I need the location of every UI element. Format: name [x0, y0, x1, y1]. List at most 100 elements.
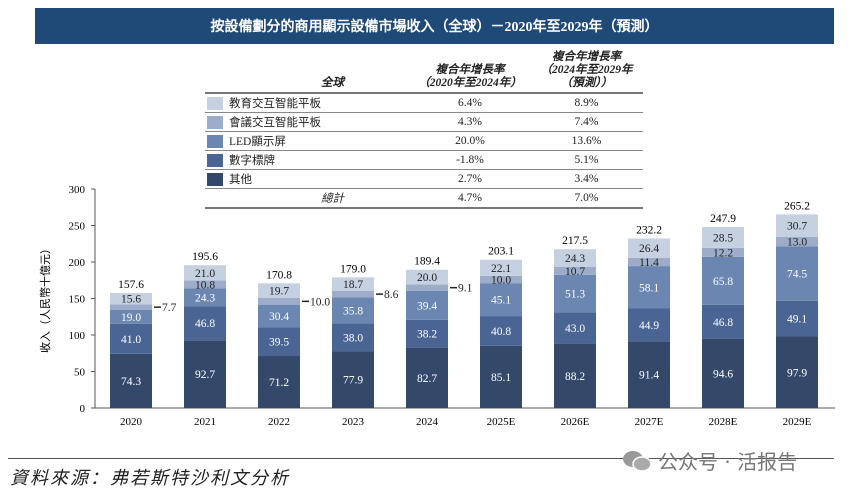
segment-label: 74.5 — [787, 268, 807, 280]
total-label: 157.6 — [118, 279, 144, 291]
segment-label: 41.0 — [121, 334, 141, 346]
legend-swatch — [207, 115, 223, 129]
total-cagr-1: 4.7% — [458, 192, 482, 204]
legend-label: LED顯示屏 — [229, 136, 286, 148]
segment-label: 77.9 — [343, 375, 363, 387]
y-tick-label: 150 — [69, 294, 86, 306]
legend-label: 教育交互智能平板 — [229, 98, 321, 110]
y-tick-label: 50 — [74, 367, 86, 379]
bar-segment — [776, 300, 818, 337]
segment-label: 15.6 — [121, 294, 141, 306]
total-label: 189.4 — [414, 256, 440, 268]
y-tick-label: 200 — [69, 257, 86, 269]
bar-segment — [702, 304, 744, 339]
x-tick-label: 2021 — [194, 416, 216, 428]
total-label: 179.0 — [340, 263, 366, 275]
cagr-2020-2024: -1.8% — [456, 154, 484, 166]
bar-segment — [628, 341, 670, 408]
segment-label: 26.4 — [639, 243, 659, 255]
table-row-total: 總計 4.7% 7.0% — [205, 189, 643, 209]
segment-label: 43.0 — [565, 323, 585, 335]
bar-segment — [628, 257, 670, 267]
legend-swatch — [207, 153, 223, 167]
bar-segment — [628, 308, 670, 342]
bar-segment — [702, 227, 744, 248]
segment-label: 8.6 — [384, 289, 399, 301]
y-tick-label: 0 — [80, 403, 86, 415]
segment-label: 24.3 — [565, 253, 585, 265]
bar-segment — [776, 214, 818, 237]
cagr-2024-2029: 13.6% — [571, 135, 602, 147]
segment-label: 85.1 — [491, 372, 511, 384]
bar-segment — [258, 327, 300, 357]
segment-label: 74.3 — [121, 376, 141, 388]
segment-label: 10.0 — [310, 296, 330, 308]
bar-segment — [332, 323, 374, 352]
segment-label: 35.8 — [343, 305, 363, 317]
watermark-text: 公众号 · 活报告 — [658, 450, 798, 474]
total-label: 170.8 — [266, 269, 292, 281]
x-tick-label: 2023 — [342, 416, 365, 428]
y-tick-label: 300 — [69, 184, 86, 196]
header-region: 全球 — [321, 77, 344, 89]
table-row: 教育交互智能平板 6.4% 8.9% — [205, 94, 643, 113]
bar-segment — [480, 259, 522, 276]
table-row: 數字標牌 -1.8% 5.1% — [205, 151, 643, 170]
segment-label: 94.6 — [713, 368, 733, 380]
cagr-2020-2024: 2.7% — [458, 173, 482, 185]
cagr-2020-2024: 6.4% — [458, 97, 482, 109]
segment-label: 82.7 — [417, 373, 437, 385]
total-label: 195.6 — [192, 251, 218, 263]
bar-segment — [480, 316, 522, 346]
bar-segment — [628, 238, 670, 258]
bar-segment — [332, 297, 374, 324]
x-tick-label: 2025E — [487, 416, 516, 428]
segment-label: 65.8 — [713, 276, 733, 288]
segment-label: 38.2 — [417, 329, 437, 341]
bar-segment — [702, 338, 744, 408]
segment-label: 44.9 — [639, 320, 659, 332]
total-cagr-2: 7.0% — [574, 192, 599, 204]
bar-segment — [332, 290, 374, 298]
source-note: 資料來源：弗若斯特沙利文分析 — [10, 468, 290, 488]
segment-label: 21.0 — [195, 268, 215, 280]
segment-label: 39.5 — [269, 337, 289, 349]
bar-segment — [258, 297, 300, 305]
bar-segment — [184, 265, 226, 281]
x-tick-label: 2028E — [709, 416, 738, 428]
legend-swatch — [207, 172, 223, 186]
x-tick-label: 2020 — [120, 416, 143, 428]
y-tick-label: 250 — [69, 221, 86, 233]
segment-label: 20.0 — [417, 272, 437, 284]
total-label: 247.9 — [710, 213, 736, 225]
bar-segment — [776, 236, 818, 247]
bar-segment — [110, 323, 152, 354]
bar-segment — [406, 290, 448, 320]
header-cagr-2020-2024: 複合年增長率 （2020年至2024年） — [418, 64, 522, 89]
total-label: 203.1 — [488, 246, 514, 258]
bar-segment — [776, 336, 818, 408]
bar-segment — [110, 292, 152, 305]
footer-divider — [8, 458, 834, 459]
table-row: 會議交互智能平板 4.3% 7.4% — [205, 113, 643, 132]
segment-label: 88.2 — [565, 371, 585, 383]
x-tick-label: 2024 — [416, 416, 439, 428]
x-tick-label: 2029E — [783, 416, 812, 428]
cagr-2024-2029: 8.9% — [574, 97, 599, 109]
bar-segment — [184, 340, 226, 408]
segment-label: 10.7 — [565, 266, 585, 278]
bar-segment — [332, 351, 374, 408]
segment-label: 10.8 — [195, 279, 215, 291]
cagr-2024-2029: 3.4% — [574, 173, 599, 185]
bar-segment — [554, 274, 596, 313]
cagr-2020-2024: 4.3% — [458, 116, 482, 128]
wechat-icon — [623, 450, 652, 472]
bar-segment — [480, 275, 522, 284]
segment-label: 49.1 — [787, 314, 807, 326]
watermark: 公众号 · 活报告 — [622, 446, 797, 475]
legend-label: 數字標牌 — [229, 155, 275, 167]
segment-label: 40.8 — [491, 326, 511, 338]
segment-label: 38.0 — [343, 332, 363, 344]
bar-segment — [554, 343, 596, 408]
